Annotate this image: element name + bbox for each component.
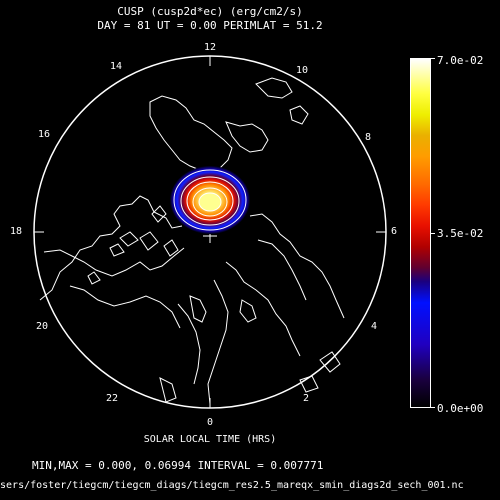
plot-title: CUSP (cusp2d*ec) (erg/cm2/s) (117, 5, 303, 18)
colorbar-tick-min (431, 407, 435, 408)
lt-label-18: 18 (9, 226, 23, 237)
colorbar-min-label: 0.0e+00 (437, 402, 484, 415)
colorbar-mid-label: 3.5e-02 (437, 227, 484, 240)
cusp-blob (170, 166, 250, 234)
lt-label-10: 10 (295, 65, 309, 76)
lt-label-8: 8 (364, 132, 372, 143)
stats-line: MIN,MAX = 0.000, 0.06994 INTERVAL = 0.00… (32, 459, 324, 472)
lt-label-12: 12 (203, 42, 217, 53)
colorbar-max-label: 7.0e-02 (437, 54, 484, 67)
colorbar-tick-mid (431, 233, 435, 234)
lt-label-20: 20 (35, 321, 49, 332)
lt-label-14: 14 (109, 61, 123, 72)
x-axis-label: SOLAR LOCAL TIME (HRS) (143, 434, 277, 445)
lt-label-0: 0 (206, 417, 214, 428)
colorbar (410, 58, 431, 408)
lt-label-4: 4 (370, 321, 378, 332)
lt-label-6: 6 (390, 226, 398, 237)
lt-label-2: 2 (302, 393, 310, 404)
lt-label-22: 22 (105, 393, 119, 404)
coastlines (39, 77, 345, 405)
lt-label-16: 16 (37, 129, 51, 140)
colorbar-tick-max (431, 58, 435, 59)
file-path: Users/foster/tiegcm/tiegcm_diags/tiegcm_… (0, 480, 464, 491)
plot-subtitle: DAY = 81 UT = 0.00 PERIMLAT = 51.2 (97, 19, 323, 32)
